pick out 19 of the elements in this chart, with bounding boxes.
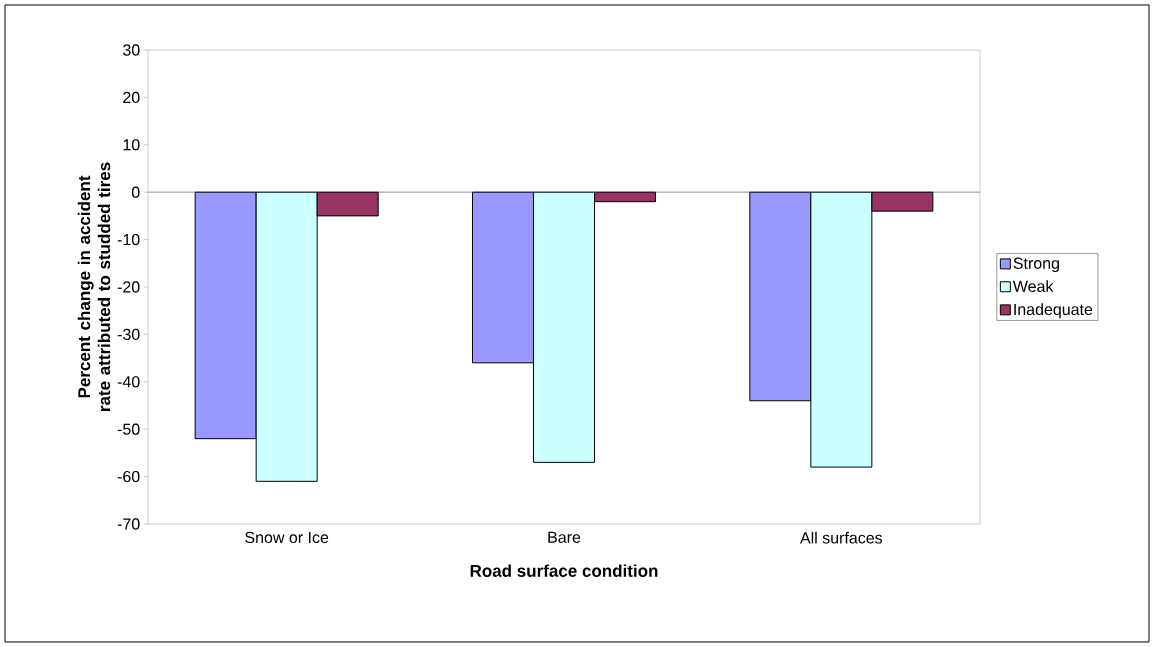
y-tick-label: 10 <box>123 139 140 151</box>
y-tick-label: -70 <box>117 518 140 530</box>
y-tick-label: 30 <box>123 44 140 56</box>
y-tick-label: -40 <box>117 376 140 388</box>
legend-label: Inadequate <box>1014 303 1093 319</box>
y-tick-label: 20 <box>123 91 140 104</box>
y-tick-label: -50 <box>117 423 140 435</box>
x-axis-title: Road surface condition <box>470 564 658 577</box>
x-tick-label: Bare <box>548 531 581 543</box>
x-tick-label: All surfaces <box>800 531 883 544</box>
y-axis-title: Percent change in accident rate attributed to studded tires <box>77 162 111 412</box>
y-tick-label: -30 <box>117 328 140 341</box>
y-tick-label: 0 <box>131 186 140 198</box>
legend-label: Strong <box>1013 257 1059 273</box>
y-tick-label: -20 <box>117 281 140 293</box>
y-tick-label: -60 <box>117 470 140 483</box>
x-tick-label: Snow or Ice <box>245 531 329 544</box>
y-tick-label: -10 <box>117 233 140 246</box>
legend-label: Weak <box>1012 280 1054 292</box>
